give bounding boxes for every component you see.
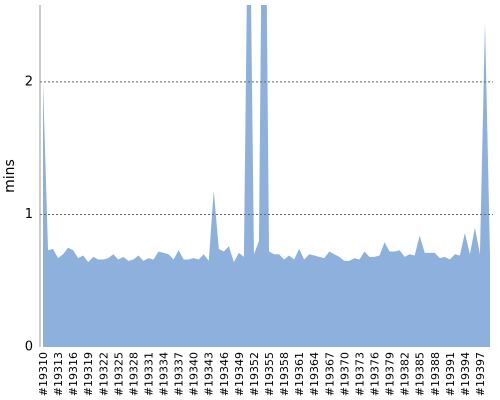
x-tick-label: #19397 [474, 352, 487, 396]
x-tick-label: #19367 [323, 352, 336, 396]
x-tick-label: #19355 [263, 352, 276, 396]
x-tick-label: #19361 [293, 352, 306, 396]
x-tick-label: #19376 [368, 352, 381, 396]
x-tick-label: #19334 [158, 352, 171, 396]
x-tick-label: #19322 [97, 352, 110, 396]
y-tick-label: 0 [25, 340, 33, 355]
x-tick-label: #19352 [248, 352, 261, 396]
x-tick-label: #19316 [67, 352, 80, 396]
area [43, 5, 490, 347]
y-axis-label: mins [2, 159, 18, 193]
x-tick-label: #19370 [338, 352, 351, 396]
x-tick-label: #19346 [218, 352, 231, 396]
x-tick-label: #19319 [82, 352, 95, 396]
x-tick-label: #19391 [444, 352, 457, 396]
x-tick-label: #19394 [459, 352, 472, 396]
y-tick-label: 2 [25, 74, 33, 89]
y-tick-label: 1 [25, 207, 33, 222]
x-tick-label: #19388 [429, 352, 442, 396]
x-tick-label: #19340 [188, 352, 201, 396]
x-tick-label: #19328 [127, 352, 140, 396]
x-tick-label: #19349 [233, 352, 246, 396]
x-tick-label: #19373 [353, 352, 366, 396]
x-tick-label: #19337 [173, 352, 186, 396]
x-tick-label: #19358 [278, 352, 291, 396]
x-tick-label: #19313 [52, 352, 65, 396]
x-tick-label: #19364 [308, 352, 321, 396]
x-tick-label: #19382 [399, 352, 412, 396]
x-tick-label: #19343 [203, 352, 216, 396]
x-tick-label: #19310 [37, 352, 50, 396]
x-tick-label: #19331 [142, 352, 155, 396]
x-tick-label: #19379 [384, 352, 397, 396]
x-tick-label: #19325 [112, 352, 125, 396]
x-tick-label: #19385 [414, 352, 427, 396]
